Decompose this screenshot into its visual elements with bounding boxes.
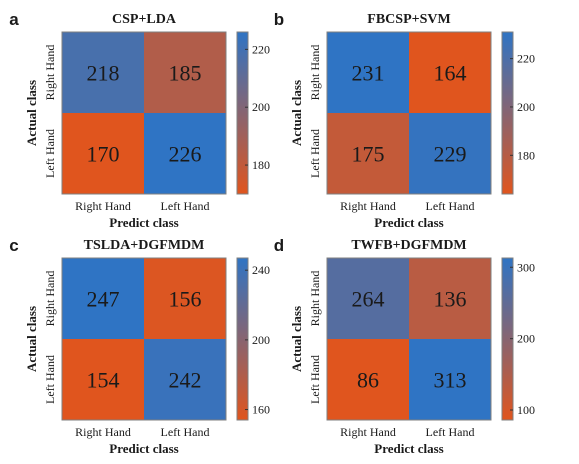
- panel-label: b: [274, 10, 284, 29]
- x-axis-label: Predict class: [374, 215, 443, 230]
- matrix-cell: [327, 258, 409, 339]
- y-tick-label: Right Hand: [43, 45, 57, 101]
- colorbar-tick-label: 180: [517, 148, 535, 162]
- matrix-cell: [144, 339, 226, 420]
- colorbar: [236, 31, 249, 195]
- cell-value: 164: [434, 61, 467, 86]
- cell-value: 247: [87, 287, 120, 312]
- x-tick-label: Left Hand: [426, 199, 475, 213]
- cell-value: 156: [169, 287, 202, 312]
- y-axis-label: Actual class: [24, 80, 39, 146]
- cell-value: 226: [169, 142, 202, 167]
- panel-label: c: [9, 236, 18, 255]
- colorbar-tick-label: 180: [252, 158, 270, 172]
- y-tick-label: Left Hand: [43, 355, 57, 404]
- panel-title: FBCSP+SVM: [367, 12, 450, 27]
- matrix-cell: [62, 113, 144, 194]
- matrix-frame: [61, 257, 227, 421]
- matrix-cell: [62, 339, 144, 420]
- x-tick-label: Right Hand: [75, 425, 131, 439]
- cell-value: 231: [352, 61, 385, 86]
- matrix-cell: [409, 113, 491, 194]
- colorbar-tick-label: 200: [517, 100, 535, 114]
- matrix-cell: [327, 32, 409, 113]
- matrix-cell: [62, 32, 144, 113]
- cell-value: 86: [357, 368, 379, 393]
- y-tick-label: Left Hand: [308, 355, 322, 404]
- cell-value: 136: [434, 287, 467, 312]
- cell-value: 154: [87, 368, 120, 393]
- colorbar-tick-label: 200: [517, 332, 535, 346]
- y-tick-label: Left Hand: [308, 129, 322, 178]
- colorbar-tick-label: 160: [252, 403, 270, 417]
- matrix-frame: [326, 257, 492, 421]
- panel-a: a CSP+LDA 218 185 170 226 Right Hand Left Hand P…: [9, 10, 270, 230]
- cell-value: 218: [87, 61, 120, 86]
- cell-value: 185: [169, 61, 202, 86]
- cell-value: 229: [434, 142, 467, 167]
- matrix-cell: [144, 113, 226, 194]
- x-axis-label: Predict class: [374, 441, 443, 456]
- x-tick-label: Right Hand: [340, 199, 396, 213]
- matrix-cell: [144, 32, 226, 113]
- matrix-cell: [409, 339, 491, 420]
- panel-label: d: [274, 236, 284, 255]
- x-axis-label: Predict class: [109, 215, 178, 230]
- y-axis-label: Actual class: [289, 80, 304, 146]
- colorbar-tick-label: 200: [252, 100, 270, 114]
- x-tick-label: Right Hand: [75, 199, 131, 213]
- panel-b: b FBCSP+SVM 231 164 175 229 Right Hand Left Han…: [274, 10, 535, 230]
- matrix-cell: [327, 339, 409, 420]
- panel-c: c TSLDA+DGFMDM 247 156 154 242 Right Hand Left …: [9, 236, 270, 456]
- cell-value: 170: [87, 142, 120, 167]
- panel-title: CSP+LDA: [112, 12, 177, 27]
- y-axis-label: Actual class: [24, 306, 39, 372]
- y-axis-label: Actual class: [289, 306, 304, 372]
- x-tick-label: Left Hand: [161, 199, 210, 213]
- panel-title: TSLDA+DGFMDM: [84, 238, 205, 253]
- colorbar-tick-label: 100: [517, 403, 535, 417]
- panel-title: TWFB+DGFMDM: [351, 238, 466, 253]
- matrix-frame: [61, 31, 227, 195]
- matrix-cell: [327, 113, 409, 194]
- matrix-cell: [144, 258, 226, 339]
- y-tick-label: Right Hand: [308, 271, 322, 327]
- colorbar: [501, 31, 514, 195]
- x-tick-label: Left Hand: [161, 425, 210, 439]
- x-tick-label: Right Hand: [340, 425, 396, 439]
- colorbar-tick-label: 240: [252, 263, 270, 277]
- cell-value: 242: [169, 368, 202, 393]
- panel-label: a: [9, 10, 19, 29]
- cell-value: 264: [352, 287, 385, 312]
- cell-value: 313: [434, 368, 467, 393]
- matrix-cell: [62, 258, 144, 339]
- colorbar-tick-label: 200: [252, 333, 270, 347]
- colorbar-tick-label: 220: [517, 52, 535, 66]
- x-tick-label: Left Hand: [426, 425, 475, 439]
- x-axis-label: Predict class: [109, 441, 178, 456]
- colorbar-tick-label: 220: [252, 42, 270, 56]
- colorbar: [236, 257, 249, 421]
- y-tick-label: Right Hand: [43, 271, 57, 327]
- matrix-cell: [409, 32, 491, 113]
- matrix-cell: [409, 258, 491, 339]
- cell-value: 175: [352, 142, 385, 167]
- panel-d: d TWFB+DGFMDM 264 136 86 313 Right Hand Left Ha…: [274, 236, 535, 456]
- y-tick-label: Right Hand: [308, 45, 322, 101]
- matrix-frame: [326, 31, 492, 195]
- colorbar-tick-label: 300: [517, 260, 535, 274]
- y-tick-label: Left Hand: [43, 129, 57, 178]
